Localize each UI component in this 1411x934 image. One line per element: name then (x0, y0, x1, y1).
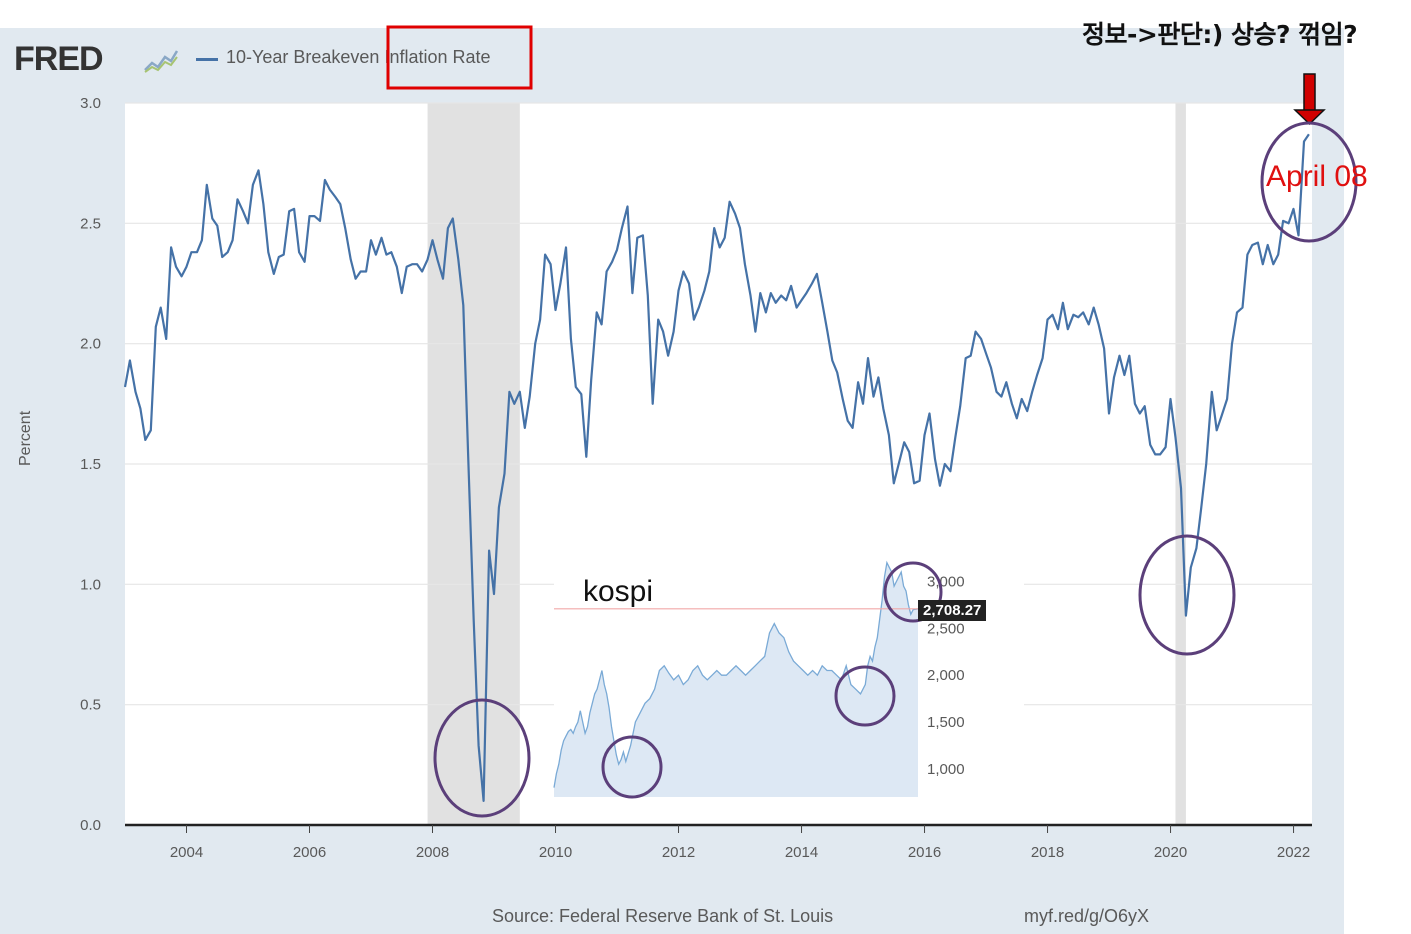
x-tick-label: 2020 (1154, 844, 1187, 861)
legend-line-swatch (196, 58, 218, 61)
x-tick-label: 2022 (1277, 844, 1310, 861)
y-tick-label: 2.0 (80, 336, 101, 353)
short-url-link[interactable]: myf.red/g/O6yX (1024, 906, 1150, 926)
april-label: April 08 (1266, 160, 1368, 193)
kospi-label: kospi (583, 575, 654, 608)
x-tick-label: 2010 (539, 844, 572, 861)
x-tick-label: 2004 (170, 844, 203, 861)
x-tick-label: 2006 (293, 844, 326, 861)
x-tick-label: 2008 (416, 844, 449, 861)
y-tick-label: 3.0 (80, 95, 101, 112)
legend-label: 10-Year Breakeven Inflation Rate (226, 47, 491, 67)
circle-kospi-2021 (883, 561, 943, 623)
kospi-y-tick-label: 2,000 (927, 667, 965, 684)
x-tick-label: 2012 (662, 844, 695, 861)
legend-highlight-box (386, 25, 533, 90)
source-text: Source: Federal Reserve Bank of St. Loui… (492, 906, 834, 926)
series-line (123, 133, 1310, 803)
axes (125, 823, 1312, 833)
x-tick-label: 2016 (908, 844, 941, 861)
kospi-y-tick-label: 2,500 (927, 620, 965, 637)
kospi-y-tick-label: 1,000 (927, 761, 965, 778)
logo-chart-icon (143, 46, 179, 74)
y-tick-label: 0.5 (80, 697, 101, 714)
y-axis-label: Percent (17, 410, 34, 466)
x-tick-label: 2014 (785, 844, 818, 861)
annotation-question: 정보->판단:) 상승? 꺾임? (1082, 20, 1358, 49)
kospi-value-badge: 2,708.27 (918, 600, 987, 621)
circle-2008-low (433, 698, 531, 818)
circle-kospi-2011 (601, 735, 663, 799)
x-tick-label: 2018 (1031, 844, 1064, 861)
kospi-y-tick-label: 1,500 (927, 714, 965, 731)
y-tick-label: 1.5 (80, 456, 101, 473)
down-arrow-icon (1293, 73, 1326, 126)
kospi-line (553, 560, 919, 788)
circle-2020-low (1138, 534, 1236, 656)
fred-logo[interactable]: FRED (14, 40, 104, 78)
y-tick-labels: 0.0 0.5 1.0 1.5 2.0 2.5 3.0 (80, 95, 101, 834)
kospi-y-tick-label: 3,000 (927, 573, 965, 590)
series-line-path (123, 133, 1310, 803)
y-tick-label: 1.0 (80, 576, 101, 593)
y-tick-label: 2.5 (80, 215, 101, 232)
y-tick-label: 0.0 (80, 817, 101, 834)
circle-2022-high (1260, 121, 1358, 243)
x-tick-labels: 2004 2006 2008 2010 2012 2014 2016 2018 2020 2022 (170, 844, 1310, 861)
circle-kospi-2020 (834, 665, 896, 727)
